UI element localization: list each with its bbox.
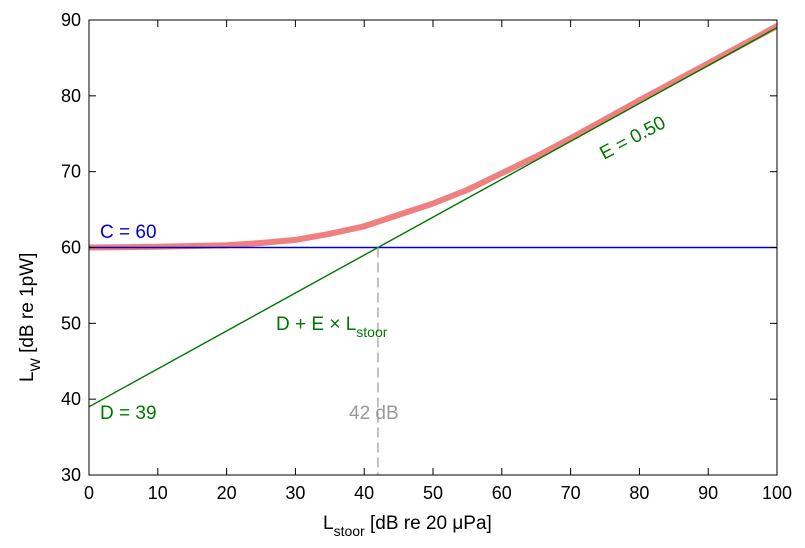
y-tick-label: 30 (61, 465, 81, 485)
x-tick-label: 10 (148, 483, 168, 503)
y-axis-label: LW [dB re 1pW] (17, 253, 43, 382)
y-axis-label-rest: [dB re 1pW] (17, 253, 38, 359)
x-tick-label: 50 (423, 483, 443, 503)
x-tick-label: 30 (285, 483, 305, 503)
y-axis-label-sub: W (27, 357, 43, 371)
x-tick-label: 60 (492, 483, 512, 503)
x-tick-label: 0 (84, 483, 94, 503)
formula-sub: stoor (356, 324, 387, 340)
y-tick-label: 60 (61, 238, 81, 258)
d-label: D = 39 (100, 403, 157, 424)
x-tick-label: 80 (629, 483, 649, 503)
y-tick-label: 40 (61, 389, 81, 409)
y-tick-label: 50 (61, 313, 81, 333)
formula-label: D + E × Lstoor (276, 314, 388, 340)
series-linear-line (89, 26, 777, 408)
y-tick-label: 80 (61, 86, 81, 106)
x-tick-label: 70 (561, 483, 581, 503)
x-axis-label-rest: [dB re 20 μPa] (365, 513, 492, 534)
x-axis-label-sub: stoor (334, 523, 365, 539)
y-axis-label-main: L (17, 371, 38, 382)
x-axis-label: Lstoor [dB re 20 μPa] (323, 513, 492, 539)
x-tick-label: 100 (762, 483, 792, 503)
y-tick-label: 70 (61, 162, 81, 182)
x-axis-label-main: L (323, 513, 334, 534)
x-tick-label: 90 (698, 483, 718, 503)
c-label: C = 60 (100, 222, 157, 243)
series-combined-line (89, 23, 777, 251)
crossing-label: 42 dB (349, 403, 399, 424)
x-tick-label: 20 (217, 483, 237, 503)
formula-main: D + E × L (276, 314, 356, 335)
y-tick-label: 90 (61, 10, 81, 30)
x-tick-label: 40 (354, 483, 374, 503)
